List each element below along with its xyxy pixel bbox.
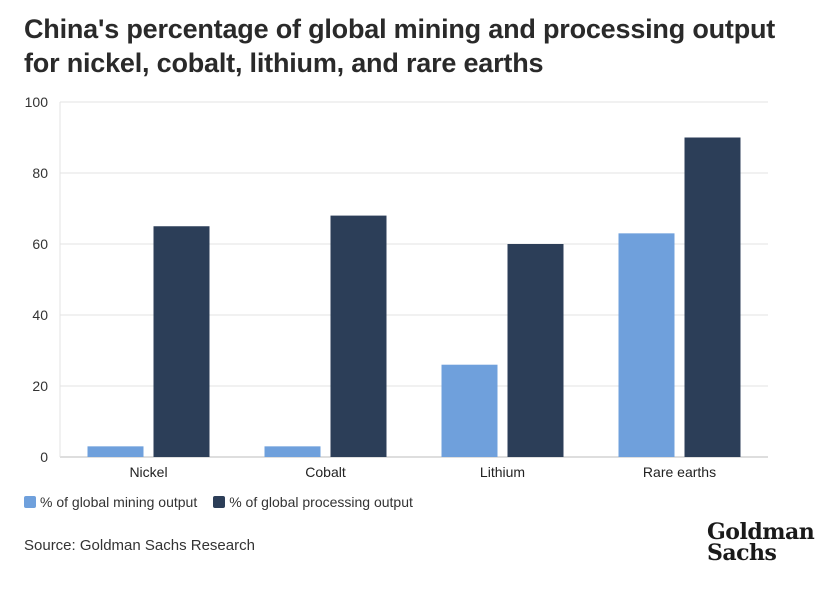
chart-title: China's percentage of global mining and … xyxy=(24,14,776,78)
y-tick-label: 100 xyxy=(25,94,49,110)
x-tick-label: Nickel xyxy=(129,464,167,480)
y-tick-label: 40 xyxy=(32,307,48,323)
goldman-sachs-logo: Goldman Sachs xyxy=(707,519,815,566)
legend-label-mining: % of global mining output xyxy=(40,494,198,510)
source-note: Source: Goldman Sachs Research xyxy=(24,537,255,554)
y-tick-label: 0 xyxy=(40,449,48,465)
bar-cobalt-mining xyxy=(264,446,321,457)
bar-lithium-processing xyxy=(507,244,564,457)
x-tick-label: Rare earths xyxy=(643,464,716,480)
bar-cobalt-processing xyxy=(330,215,387,457)
x-axis-ticks: Nickel Cobalt Lithium Rare earths xyxy=(129,464,716,480)
legend-item-mining: % of global mining output xyxy=(24,494,197,510)
bar-nickel-processing xyxy=(153,226,210,457)
y-tick-label: 20 xyxy=(32,378,48,394)
y-tick-label: 80 xyxy=(32,165,48,181)
bar-lithium-mining xyxy=(441,364,498,457)
legend-label-processing: % of global processing output xyxy=(229,494,413,510)
bar-chart: 0 20 40 60 80 100 Nickel Cobalt Lithium Rare ear… xyxy=(25,94,768,480)
bar-nickel-mining xyxy=(87,446,144,457)
legend-swatch-mining xyxy=(24,496,36,508)
logo-line-1: Goldman xyxy=(707,519,815,545)
x-tick-label: Cobalt xyxy=(305,464,346,480)
legend-item-processing: % of global processing output xyxy=(213,494,413,510)
y-axis-ticks: 0 20 40 60 80 100 xyxy=(25,94,49,465)
x-tick-label: Lithium xyxy=(480,464,525,480)
bar-rare-earths-processing xyxy=(684,137,741,457)
legend: % of global mining output % of global pr… xyxy=(24,494,429,510)
bars xyxy=(87,137,741,457)
y-tick-label: 60 xyxy=(32,236,48,252)
legend-swatch-processing xyxy=(213,496,226,508)
logo-line-2: Sachs xyxy=(707,540,777,566)
bar-rare-earths-mining xyxy=(618,233,675,457)
